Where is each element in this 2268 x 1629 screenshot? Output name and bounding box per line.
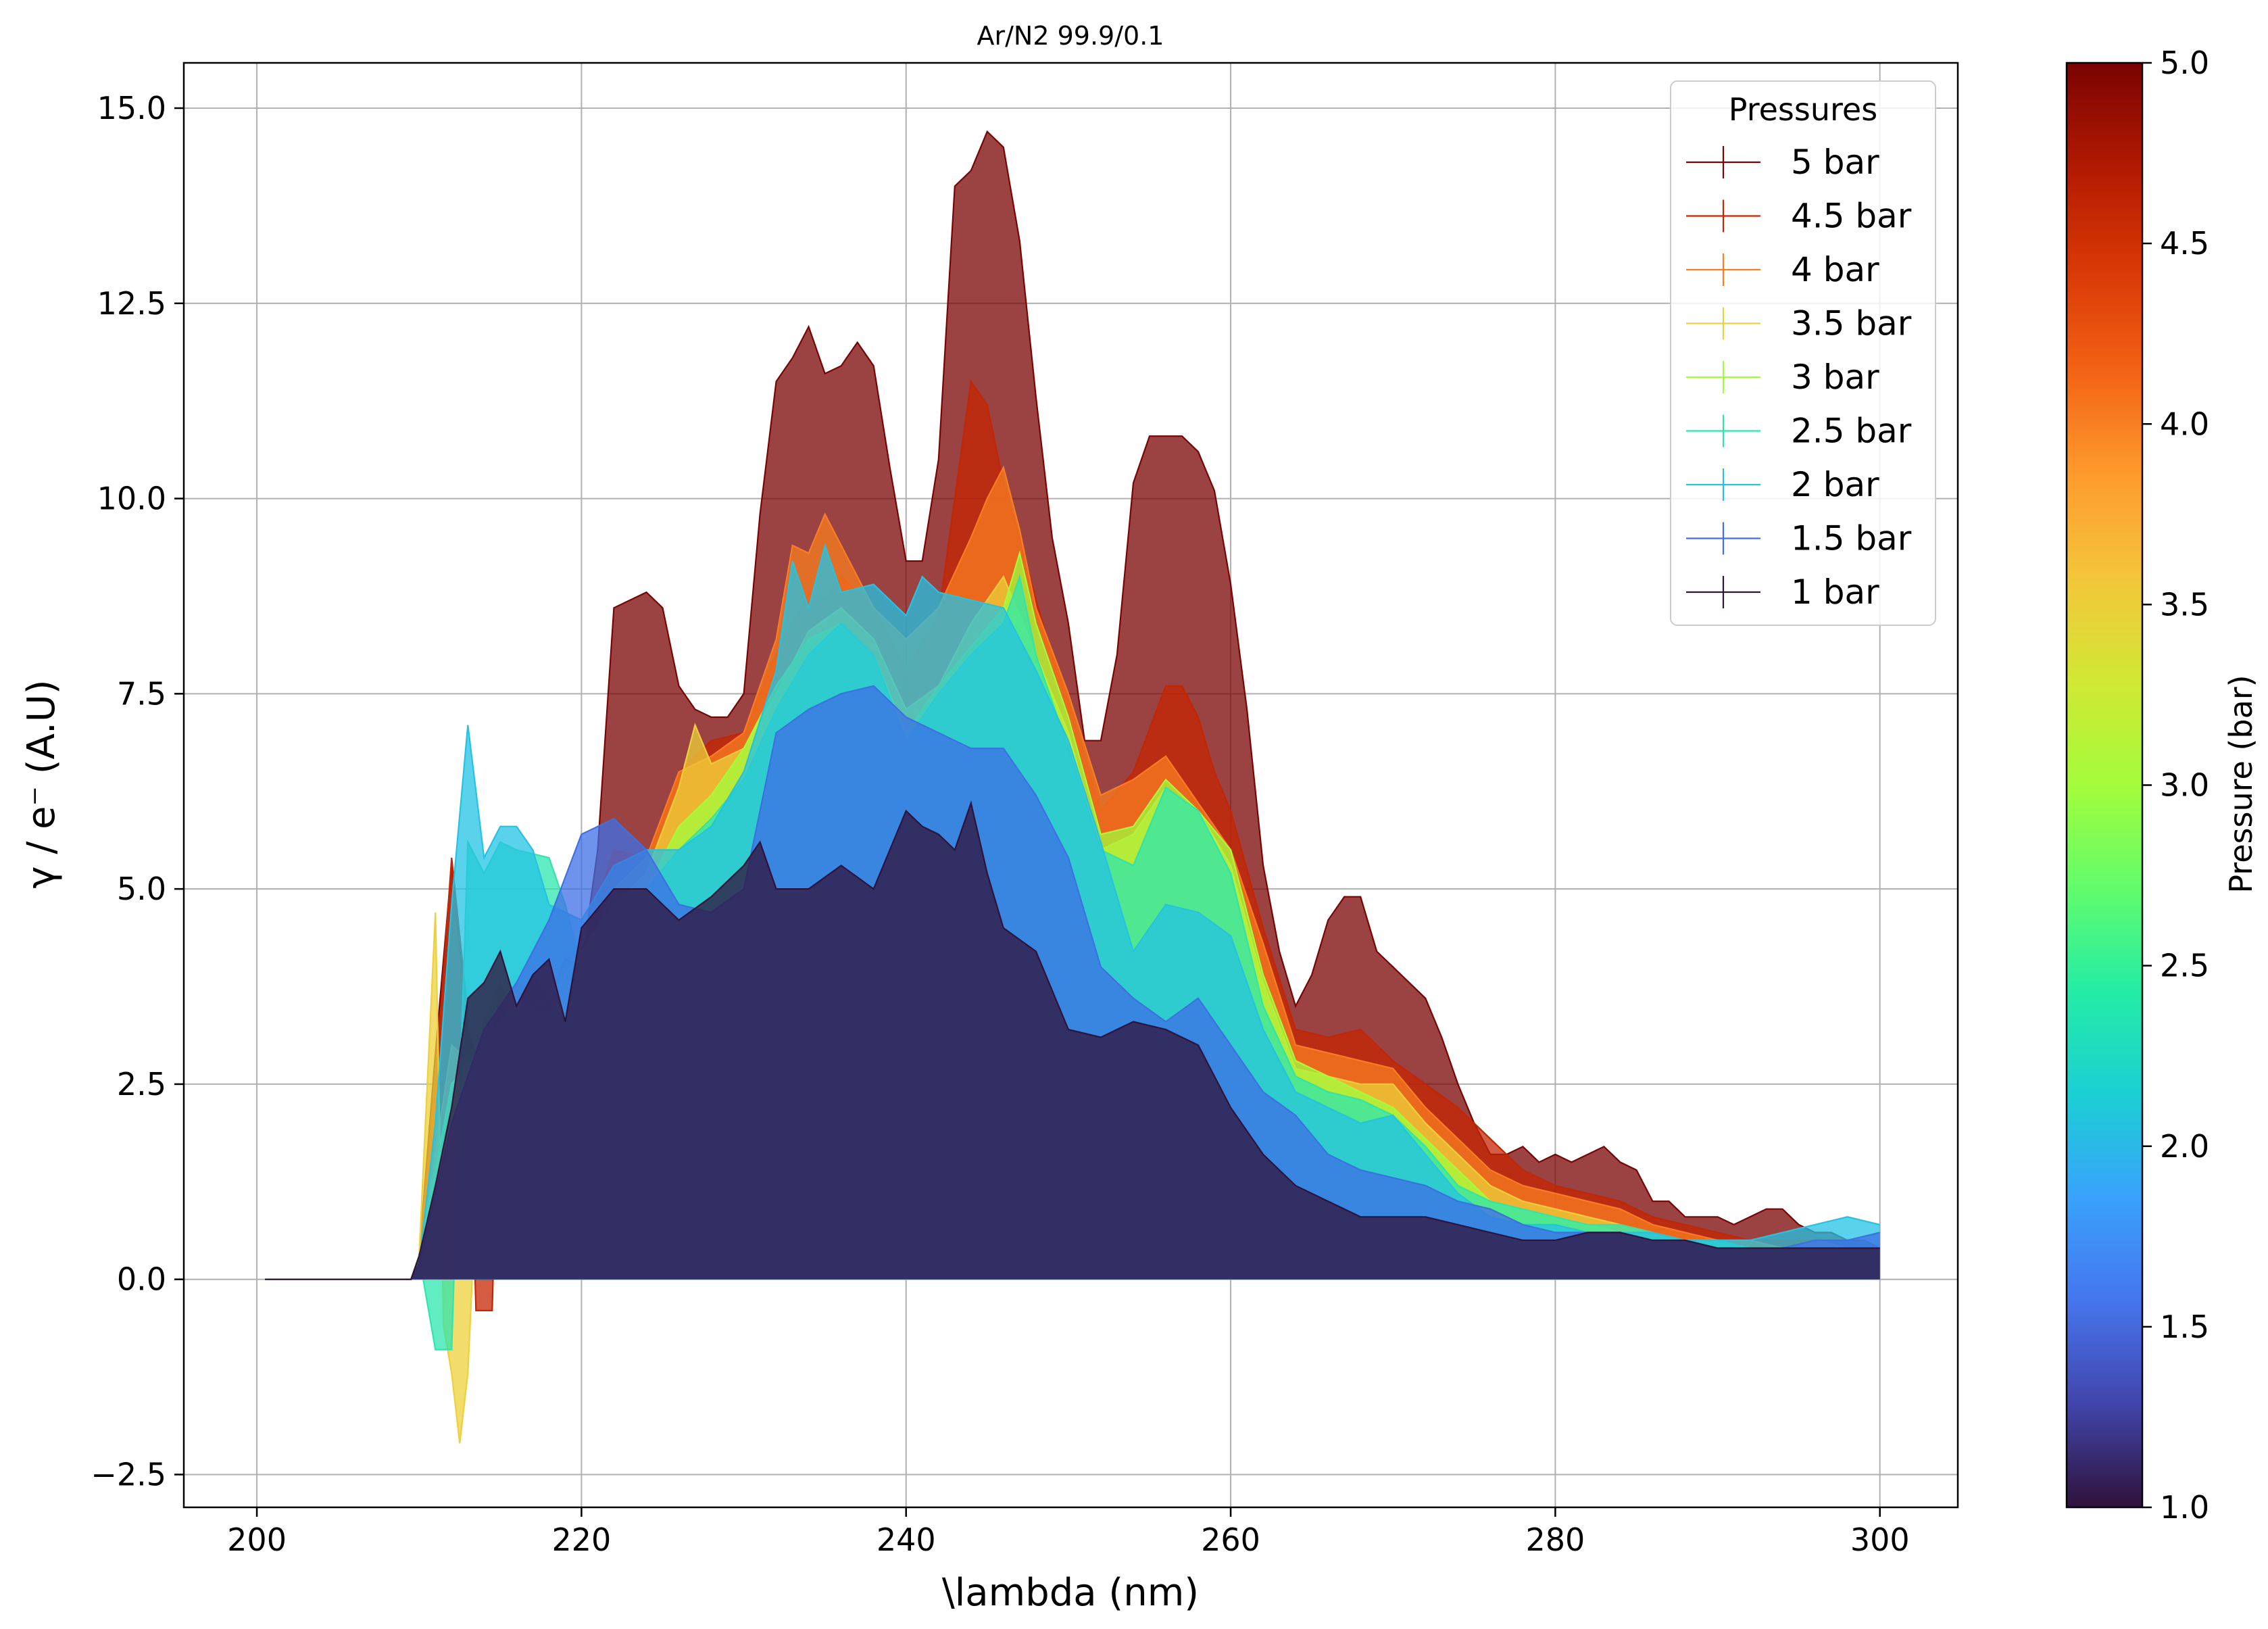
legend-label-3: 3.5 bar <box>1791 304 1912 343</box>
legend: Pressures 5 bar 4.5 bar 4 bar 3.5 bar 3 bar 2… <box>1670 80 1936 626</box>
series-line-5 <box>265 573 1880 1351</box>
x-tick-label-2: 240 <box>877 1522 936 1558</box>
x-tick-label-0: 200 <box>227 1522 287 1558</box>
legend-label-6: 2 bar <box>1791 465 1879 504</box>
colorbar-tick-label-5: 3.5 <box>2160 586 2209 623</box>
series-line-8 <box>265 800 1880 1280</box>
x-tick-label-3: 260 <box>1201 1522 1260 1558</box>
colorbar: 1.0 1.5 2.0 2.5 3.0 3.5 4.0 4.5 5.0 Pressure (ba… <box>2065 45 2259 1526</box>
colorbar-tick-label-8: 5.0 <box>2160 45 2209 81</box>
legend-label-8: 1 bar <box>1791 573 1879 612</box>
legend-label-1: 4.5 bar <box>1791 197 1912 236</box>
y-tick-label-7: 15.0 <box>97 90 166 126</box>
y-tick-label-5: 10.0 <box>97 481 166 517</box>
series-line-0 <box>265 130 1881 1280</box>
colorbar-tick-label-6: 4.0 <box>2160 406 2209 442</box>
legend-box <box>1670 80 1936 626</box>
x-tick-label-5: 300 <box>1850 1522 1910 1558</box>
legend-label-2: 4 bar <box>1791 250 1879 289</box>
colorbar-tick-label-4: 3.0 <box>2160 767 2209 804</box>
colorbar-tick-label-7: 4.5 <box>2160 225 2209 262</box>
legend-label-5: 2.5 bar <box>1791 412 1912 451</box>
y-axis-label: γ / e⁻ (A.U) <box>20 679 64 888</box>
colorbar-tick-label-1: 1.5 <box>2160 1309 2209 1345</box>
axis-ticks: 200 220 240 260 280 300 −2.5 0.0 2.5 5.0 7.5 10.0 12… <box>91 90 1909 1558</box>
y-tick-label-1: 0.0 <box>117 1261 166 1298</box>
colorbar-tick-label-0: 1.0 <box>2160 1489 2209 1526</box>
plot-frame <box>182 62 1959 1509</box>
x-tick-label-4: 280 <box>1525 1522 1585 1558</box>
x-tick-label-1: 220 <box>551 1522 611 1558</box>
y-tick-label-0: −2.5 <box>91 1456 166 1492</box>
y-tick-label-2: 2.5 <box>117 1066 166 1102</box>
colorbar-tick-label-3: 2.5 <box>2160 948 2209 984</box>
chart-title: Ar/N2 99.9/0.1 <box>977 21 1164 51</box>
legend-label-4: 3 bar <box>1791 358 1879 397</box>
x-axis-label: \lambda (nm) <box>942 1571 1199 1615</box>
y-tick-label-6: 12.5 <box>97 285 166 322</box>
y-tick-label-3: 5.0 <box>117 871 166 907</box>
legend-label-7: 1.5 bar <box>1791 519 1912 558</box>
colorbar-tick-label-2: 2.0 <box>2160 1128 2209 1165</box>
legend-label-0: 5 bar <box>1791 143 1879 182</box>
legend-title: Pressures <box>1729 91 1877 128</box>
colorbar-label: Pressure (bar) <box>2223 675 2259 893</box>
series-areas <box>265 130 1881 1444</box>
colorbar-fill <box>2065 62 2144 1509</box>
y-tick-label-4: 7.5 <box>117 675 166 712</box>
series-area-8 <box>265 803 1880 1280</box>
